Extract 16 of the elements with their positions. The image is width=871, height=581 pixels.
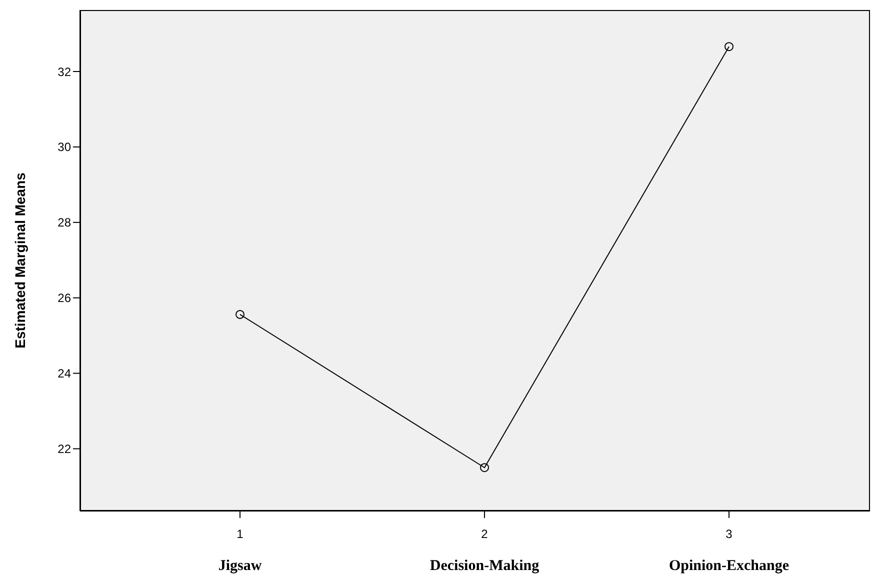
y-axis-title: Estimated Marginal Means bbox=[12, 172, 28, 348]
point bbox=[724, 42, 734, 52]
x-tick-label: 3 bbox=[726, 527, 733, 541]
text: Decision-Making bbox=[430, 558, 540, 574]
text: Jigsaw bbox=[218, 558, 262, 574]
y-tick-label: 24 bbox=[58, 366, 72, 381]
y-tick-label: 22 bbox=[58, 442, 72, 456]
x-tick-label: 2 bbox=[481, 527, 488, 541]
x-tick-label: 1 bbox=[236, 527, 244, 541]
y-tick-label: 32 bbox=[58, 64, 72, 79]
y-tick-label: 28 bbox=[58, 216, 72, 230]
text: Opinion-Exchange bbox=[668, 558, 790, 574]
point bbox=[480, 463, 489, 472]
point bbox=[236, 310, 244, 319]
y-tick-label: 26 bbox=[58, 291, 72, 306]
y-tick-label: 30 bbox=[58, 140, 72, 154]
